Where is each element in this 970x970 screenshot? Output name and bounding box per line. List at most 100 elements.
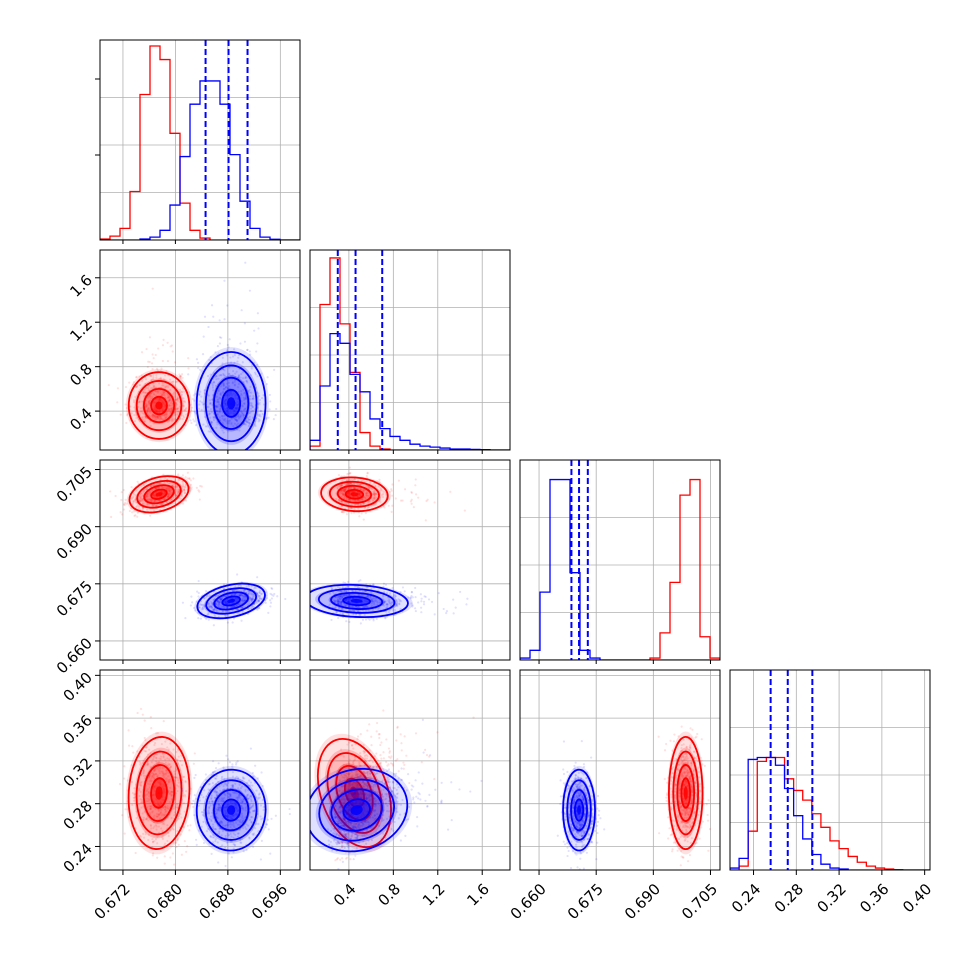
xtick-label-3-1: 0.28 — [771, 880, 807, 916]
panel-content-2-0 — [109, 471, 287, 627]
contours-red-3-2 — [668, 735, 704, 851]
contour-level-1 — [326, 752, 383, 834]
hist-red-1 — [310, 257, 510, 450]
hist-red-3 — [730, 756, 930, 870]
xtick-label-2-2: 0.690 — [621, 880, 664, 923]
hist-panel-1 — [309, 249, 511, 454]
xtick-label-2-0: 0.660 — [507, 880, 550, 923]
panel-frame-3-0 — [99, 669, 301, 871]
contour-level-1 — [566, 779, 592, 841]
xtick-label-1-3: 1.6 — [463, 880, 493, 910]
panel-frame-3-1 — [309, 669, 511, 871]
ytick-label-2-1: 0.675 — [53, 577, 96, 620]
panel-frame-2-2 — [519, 459, 721, 661]
density-blue-2-1 — [310, 583, 413, 619]
panel-content-3-1 — [310, 709, 483, 870]
density-level-4 — [155, 492, 163, 497]
contour-level-3 — [342, 798, 371, 822]
xtick-label-1-1: 0.8 — [374, 880, 404, 910]
ytick-label-1-0: 0.4 — [66, 404, 96, 434]
hist-blue-1 — [310, 332, 510, 450]
contour-level-0 — [317, 737, 392, 849]
scatter-points-blue-3-0 — [179, 747, 291, 868]
density-blue-2-0 — [194, 581, 269, 620]
hist-blue-0 — [100, 80, 300, 240]
density-blue-3-0 — [193, 765, 269, 855]
ytick-label-3-3: 0.36 — [60, 711, 96, 747]
contours-red-3-0 — [127, 736, 191, 850]
contour-level-2 — [213, 376, 250, 430]
contour-level-0 — [310, 767, 409, 853]
contour-level-2 — [330, 788, 383, 832]
contour-level-2 — [142, 764, 176, 822]
panel-content-0-0 — [100, 40, 300, 240]
contour-level-0 — [562, 768, 596, 852]
xtick-label-3-4: 0.40 — [899, 880, 935, 916]
hist-red-2 — [520, 478, 720, 660]
scatter-panel-2-0: 0.660 0.675 0.690 0.705 — [53, 459, 301, 677]
density-red-1-0 — [125, 369, 193, 443]
contour-level-1 — [205, 587, 257, 615]
contours-red-2-0 — [128, 475, 190, 514]
contours-red-1-0 — [127, 371, 191, 440]
density-level-4 — [227, 805, 236, 815]
hist-panel-3: 0.24 0.28 0.32 0.36 0.40 — [728, 669, 935, 916]
density-red-2-1 — [317, 475, 391, 513]
hist-blue-2 — [520, 478, 720, 660]
xtick-label-2-3: 0.705 — [678, 880, 721, 923]
density-level-4 — [350, 492, 359, 497]
contour-level-3 — [342, 595, 371, 607]
ytick-label-2-3: 0.705 — [53, 463, 96, 506]
contour-level-0 — [196, 582, 266, 620]
panel-content-3-2 — [556, 725, 712, 870]
scatter-panel-3-0: 0.240.280.320.360.400.672 0.680 0.688 0.696 — [60, 669, 301, 923]
contour-level-3 — [344, 488, 365, 500]
xtick-label-1-0: 0.4 — [330, 880, 360, 910]
xtick-label-0-2: 0.688 — [196, 880, 239, 923]
panel-content-1-1 — [310, 250, 510, 450]
panel-content-3-3 — [730, 670, 930, 870]
contour-level-2 — [676, 764, 696, 822]
ytick-label-1-1: 0.8 — [66, 360, 96, 390]
xtick-label-0-3: 0.696 — [248, 880, 291, 923]
contours-blue-3-1 — [310, 767, 409, 853]
contour-level-3 — [573, 798, 585, 822]
density-level-4 — [577, 805, 581, 815]
xtick-label-3-0: 0.24 — [728, 880, 764, 916]
contour-level-0 — [310, 583, 409, 619]
panel-frame-2-1 — [309, 459, 511, 661]
density-level-4 — [155, 786, 163, 800]
panel-content-3-0 — [118, 707, 291, 868]
contour-level-1 — [328, 480, 380, 508]
panel-frame-1-1 — [309, 249, 511, 451]
contour-level-2 — [570, 788, 588, 832]
contour-level-2 — [330, 591, 384, 610]
hist-red-0 — [100, 45, 300, 240]
ytick-label-2-0: 0.660 — [53, 634, 96, 677]
density-level-4 — [683, 786, 688, 800]
panel-frame-3-3 — [729, 669, 931, 871]
xtick-label-1-2: 1.2 — [419, 880, 449, 910]
ytick-label-1-2: 1.2 — [66, 316, 96, 346]
contour-level-0 — [320, 476, 389, 513]
xtick-label-3-3: 0.36 — [856, 880, 892, 916]
scatter-panel-3-2: 0.660 0.675 0.690 0.705 — [507, 669, 721, 923]
contour-level-3 — [150, 395, 168, 416]
contours-blue-3-2 — [562, 768, 596, 852]
ytick-label-3-0: 0.24 — [60, 840, 96, 876]
hist-blue-3 — [730, 756, 930, 870]
contour-level-0 — [195, 351, 267, 450]
hist-panel-2 — [519, 459, 721, 664]
contour-level-2 — [213, 591, 249, 611]
scatter-panel-3-1: 0.4 0.8 1.2 1.6 — [309, 669, 511, 910]
density-level-4 — [227, 598, 236, 604]
contours-blue-1-0 — [195, 351, 267, 450]
contour-level-1 — [318, 778, 395, 842]
scatter-panel-1-0: 0.4 0.8 1.2 1.6 — [66, 249, 301, 454]
contour-level-0 — [195, 768, 267, 852]
contour-level-2 — [213, 788, 250, 832]
ytick-label-3-2: 0.32 — [60, 754, 96, 790]
contour-level-0 — [668, 735, 704, 851]
hist-panel-0 — [95, 39, 301, 244]
contour-level-0 — [128, 475, 190, 514]
